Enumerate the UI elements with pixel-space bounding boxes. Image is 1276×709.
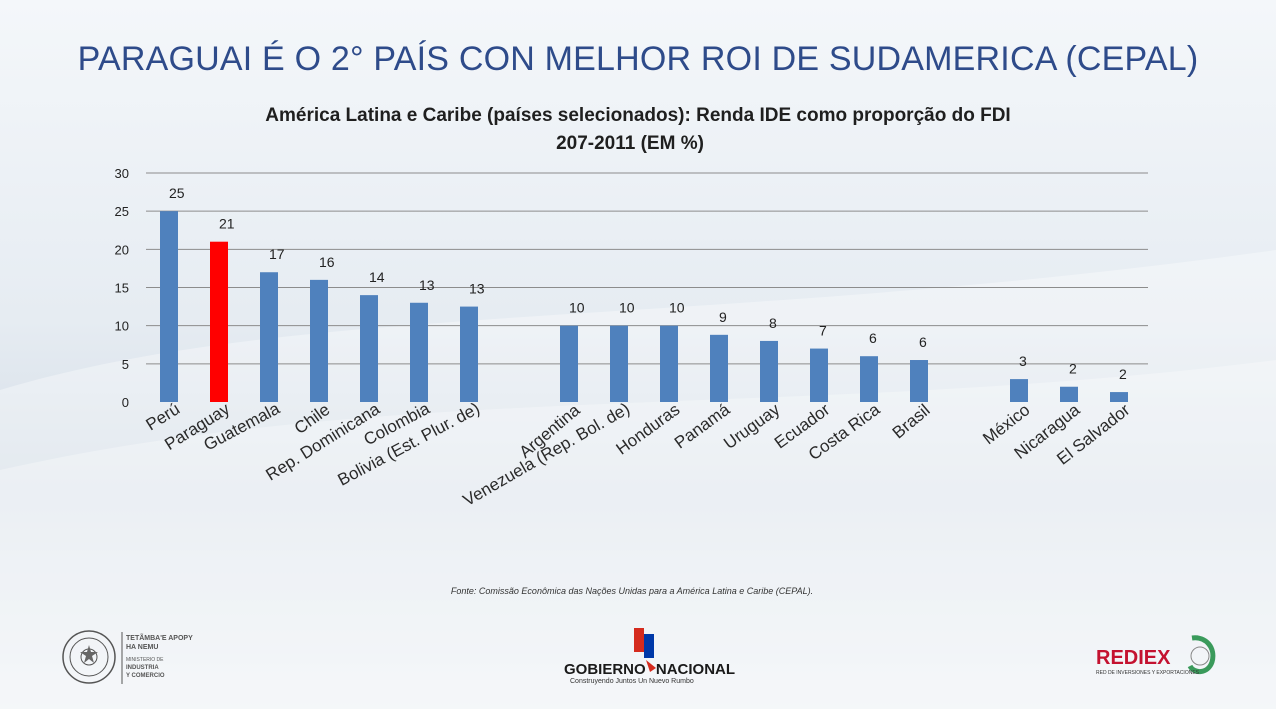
bar <box>360 295 378 402</box>
y-tick-label: 10 <box>115 319 129 334</box>
seal-icon <box>62 630 116 684</box>
value-label: 3 <box>1019 353 1027 369</box>
gridlines <box>146 172 1148 365</box>
value-label: 10 <box>669 300 685 316</box>
category-label: Brasil <box>889 401 934 443</box>
source-note: Fonte: Comissão Econômica das Nações Uni… <box>451 586 813 596</box>
gov-slogan: Construyendo Juntos Un Nuevo Rumbo <box>570 678 694 685</box>
page-title: PARAGUAI É O 2° PAÍS CON MELHOR ROI DE S… <box>77 40 1199 78</box>
ministry-line3: MINISTERIO DE <box>126 657 164 663</box>
ministry-line4: INDUSTRIA <box>126 665 159 671</box>
bar <box>910 360 928 402</box>
y-tick-label: 30 <box>115 166 129 181</box>
bar <box>1060 386 1078 402</box>
value-label: 21 <box>219 216 235 232</box>
value-label: 13 <box>419 277 435 293</box>
bar <box>160 211 178 402</box>
globe-icon <box>1187 635 1216 674</box>
bar <box>610 325 628 402</box>
rediex-tagline: RED DE INVERSIONES Y EXPORTACIONES <box>1096 670 1200 676</box>
value-label: 6 <box>869 330 877 346</box>
bar <box>710 334 728 402</box>
chart-title: América Latina e Caribe (países selecion… <box>265 105 1010 126</box>
value-label: 25 <box>169 185 185 201</box>
value-label: 7 <box>819 323 827 339</box>
ministry-line1: TETÃMBA'E APOPY <box>126 633 193 642</box>
y-tick-label: 20 <box>115 242 129 257</box>
value-label: 14 <box>369 269 385 285</box>
bar <box>810 348 828 402</box>
value-label: 8 <box>769 315 777 331</box>
bar <box>210 241 228 402</box>
bar <box>1110 392 1128 402</box>
ministry-logo: TETÃMBA'E APOPY HA NEMU MINISTERIO DE IN… <box>62 630 193 684</box>
ministry-line2: HA NEMU <box>126 644 158 651</box>
gobierno-nacional-logo: GOBIERNO NACIONAL Construyendo Juntos Un… <box>564 628 735 685</box>
category-label: Uruguay <box>720 400 784 453</box>
gov-name-part2: NACIONAL <box>656 661 735 678</box>
value-label: 16 <box>319 254 335 270</box>
y-tick-label: 5 <box>122 357 129 372</box>
value-label: 2 <box>1069 361 1077 377</box>
value-label: 2 <box>1119 366 1127 382</box>
bar <box>1010 379 1028 402</box>
y-tick-label: 25 <box>115 204 129 219</box>
value-label: 17 <box>269 246 285 262</box>
bar <box>460 306 478 402</box>
bar <box>310 279 328 402</box>
bar <box>860 356 878 402</box>
value-label: 9 <box>719 309 727 325</box>
flag-emblem-icon <box>634 628 656 672</box>
rediex-logo: REDIEX RED DE INVERSIONES Y EXPORTACIONE… <box>1096 635 1216 676</box>
y-tick-label: 0 <box>122 395 129 410</box>
value-labels: 25 21 17 16 14 13 13 10 10 10 9 8 7 6 6 3 2 2 <box>169 185 1127 382</box>
category-label: Venezuela (Rep. Bol. de) <box>460 399 633 510</box>
bar <box>560 325 578 402</box>
gov-name-part1: GOBIERNO <box>564 661 646 678</box>
bar <box>260 272 278 402</box>
bars <box>160 211 1128 402</box>
bar <box>410 302 428 402</box>
rediex-name: REDIEX <box>1096 647 1171 669</box>
ministry-line5: Y COMERCIO <box>126 673 165 679</box>
y-tick-label: 15 <box>115 281 129 296</box>
value-label: 10 <box>569 300 585 316</box>
svg-text:GOBIERNO NACIONAL: GOBIERNO NACIONAL <box>564 661 735 678</box>
value-label: 10 <box>619 300 635 316</box>
value-label: 6 <box>919 334 927 350</box>
bar <box>760 340 778 402</box>
chart-subtitle: 207-2011 (EM %) <box>556 133 704 154</box>
bar <box>660 325 678 402</box>
y-axis: 0 5 10 15 20 25 30 <box>115 166 129 410</box>
value-label: 13 <box>469 281 485 297</box>
